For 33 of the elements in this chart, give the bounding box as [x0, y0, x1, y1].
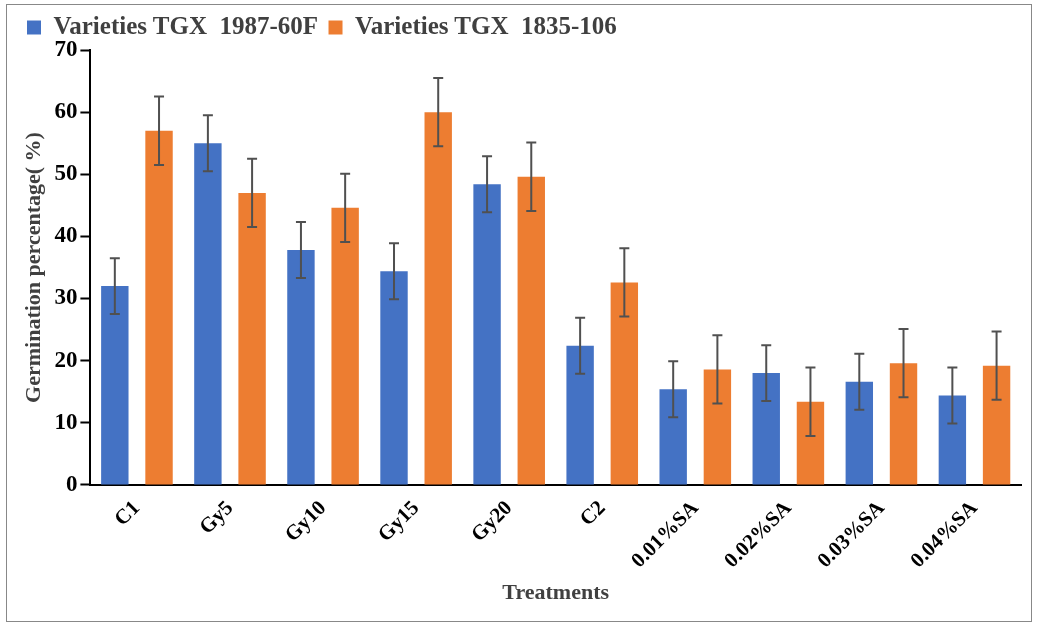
y-tick-label: 30	[54, 284, 78, 310]
legend-label: Varieties TGX 1835-106	[355, 11, 617, 39]
bar	[845, 381, 874, 485]
bar	[194, 143, 222, 485]
bar	[982, 365, 1011, 485]
bar	[287, 250, 315, 485]
x-axis-title: Treatments	[502, 579, 610, 605]
bar	[796, 401, 825, 485]
x-tick-label: Gy5	[193, 495, 238, 539]
y-tick-label: 0	[65, 470, 78, 496]
bar	[659, 389, 687, 485]
bar	[238, 192, 266, 485]
y-tick-label: 50	[54, 160, 78, 186]
bar	[566, 345, 594, 485]
y-tick-label: 20	[54, 346, 78, 372]
y-tick-label: 60	[54, 98, 78, 124]
bar	[424, 112, 452, 485]
y-tick-label: 10	[54, 408, 78, 434]
bar	[331, 207, 359, 485]
bar	[938, 395, 967, 485]
bar	[889, 363, 918, 485]
y-axis-title: Germination percentage( %)	[19, 132, 45, 403]
x-tick-label: C2	[574, 495, 610, 531]
bar	[145, 130, 173, 485]
y-tick-label: 40	[54, 222, 78, 248]
bar	[473, 184, 501, 485]
bar	[610, 282, 639, 485]
bar	[703, 369, 732, 485]
bar	[101, 286, 129, 485]
x-tick-label: C1	[109, 495, 145, 531]
bar	[380, 271, 408, 485]
bar	[517, 176, 545, 485]
bar	[752, 373, 780, 485]
